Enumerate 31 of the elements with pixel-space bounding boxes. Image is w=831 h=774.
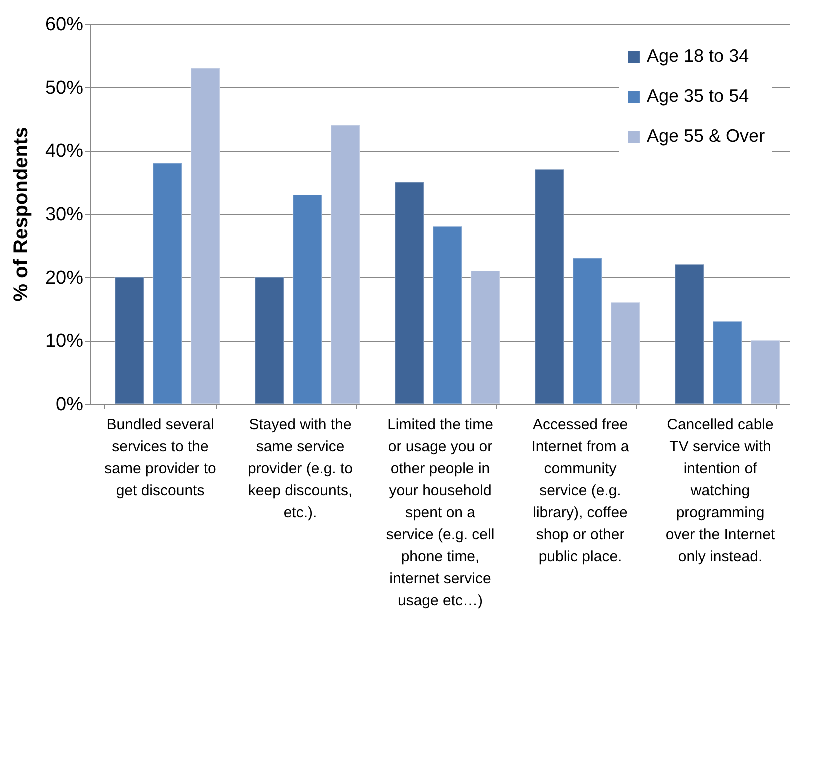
y-axis-title: % of Respondents	[10, 127, 32, 302]
y-tick-label: 10%	[45, 331, 84, 352]
bar	[190, 68, 220, 404]
bar	[254, 276, 285, 404]
x-tick-label: Accessed free Internet from a community service (e.g. library), coffee shop or other public place.	[532, 416, 630, 566]
bar	[114, 276, 145, 404]
legend-label: Age 18 to 34	[647, 46, 750, 66]
bar	[470, 270, 500, 404]
y-tick-label: 40%	[45, 141, 84, 162]
bar	[292, 194, 323, 404]
legend-label: Age 55 & Over	[647, 126, 766, 146]
y-tick-label: 50%	[45, 78, 84, 99]
bar	[432, 226, 463, 404]
bar	[674, 264, 705, 404]
x-tick-label: Bundled several services to the same provider to get discounts	[104, 416, 216, 500]
x-tick-label: Cancelled cable TV service with intention of watching programming over the Internet only instead.	[666, 416, 776, 566]
bar	[712, 321, 743, 404]
legend-label: Age 35 to 54	[647, 86, 750, 106]
bar	[152, 162, 183, 404]
bar	[330, 124, 360, 404]
bar	[572, 258, 603, 404]
bar	[534, 169, 565, 404]
bar	[394, 182, 425, 404]
y-tick-label: 20%	[45, 268, 84, 289]
category-label: Limited the time or usage you or other people in your household spent on a service (e.g. cell phone time, internet service usage etc…)	[386, 416, 495, 610]
y-tick-label: 0%	[56, 394, 84, 416]
bar	[610, 302, 640, 404]
bar	[750, 340, 780, 404]
y-tick-label: 30%	[45, 204, 84, 226]
y-tick-label: 60%	[45, 14, 84, 36]
x-tick-label: Stayed with the same service provider (e.g. to keep discounts, etc.).	[248, 416, 354, 522]
